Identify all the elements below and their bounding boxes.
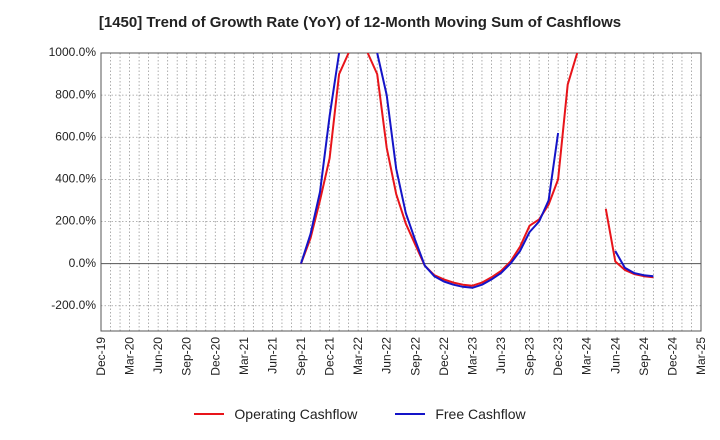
- x-tick-label: Mar-21: [237, 337, 251, 375]
- axis-layer: 1000.0% 800.0% 600.0% 400.0% 200.0% 0.0% -200.…: [49, 45, 708, 376]
- legend-item-operating-cashflow: Operating Cashflow: [194, 406, 357, 422]
- x-tick-label: Sep-23: [523, 337, 537, 376]
- series-line-free-cashflow: [300, 53, 341, 264]
- x-tick-label: Dec-22: [437, 337, 451, 376]
- series-line-operating-cashflow: [604, 208, 654, 279]
- x-tick-label: Sep-20: [180, 337, 194, 376]
- legend-label-free-cashflow: Free Cashflow: [435, 406, 526, 422]
- x-tick-label: Jun-23: [494, 337, 508, 374]
- series-line-free-cashflow: [376, 53, 560, 289]
- series-line-free-cashflow: [614, 250, 654, 278]
- plot-frame: [100, 52, 702, 332]
- legend-label-operating-cashflow: Operating Cashflow: [234, 406, 358, 422]
- x-tick-label: Mar-24: [580, 337, 594, 375]
- x-tick-label: Dec-24: [665, 337, 679, 376]
- y-tick-label: 1000.0%: [49, 45, 97, 59]
- x-tick-label: Dec-23: [551, 337, 565, 376]
- x-tick-label: Dec-19: [94, 337, 108, 376]
- x-tick-label: Jun-20: [151, 337, 165, 374]
- x-tick-label: Mar-23: [465, 337, 479, 375]
- x-tick-label: Mar-20: [123, 337, 137, 375]
- legend-swatch-operating-cashflow: [194, 413, 225, 415]
- y-tick-label: 0.0%: [69, 256, 97, 270]
- x-tick-label: Sep-22: [408, 337, 422, 376]
- x-tick-label: Sep-24: [637, 337, 651, 376]
- series-layer: [300, 53, 654, 289]
- y-tick-label: 200.0%: [55, 214, 96, 228]
- y-tick-label: 400.0%: [55, 172, 96, 186]
- x-tick-label: Dec-21: [323, 337, 337, 376]
- y-tick-label: 800.0%: [55, 87, 96, 101]
- x-tick-label: Mar-22: [351, 337, 365, 375]
- x-tick-label: Jun-24: [608, 337, 622, 374]
- x-tick-label: Jun-21: [265, 337, 279, 374]
- series-line-operating-cashflow: [300, 53, 350, 264]
- legend-swatch-free-cashflow: [395, 413, 426, 415]
- x-tick-label: Jun-22: [380, 337, 394, 374]
- grid-layer: [100, 52, 702, 331]
- legend-item-free-cashflow: Free Cashflow: [395, 406, 526, 422]
- x-tick-label: Sep-21: [294, 337, 308, 376]
- y-tick-label: -200.0%: [51, 298, 96, 312]
- x-tick-label: Mar-25: [694, 337, 708, 375]
- legend: Operating Cashflow Free Cashflow: [0, 406, 720, 422]
- y-tick-label: 600.0%: [55, 129, 96, 143]
- x-tick-label: Dec-20: [208, 337, 222, 376]
- chart-title: [1450] Trend of Growth Rate (YoY) of 12-…: [98, 14, 622, 31]
